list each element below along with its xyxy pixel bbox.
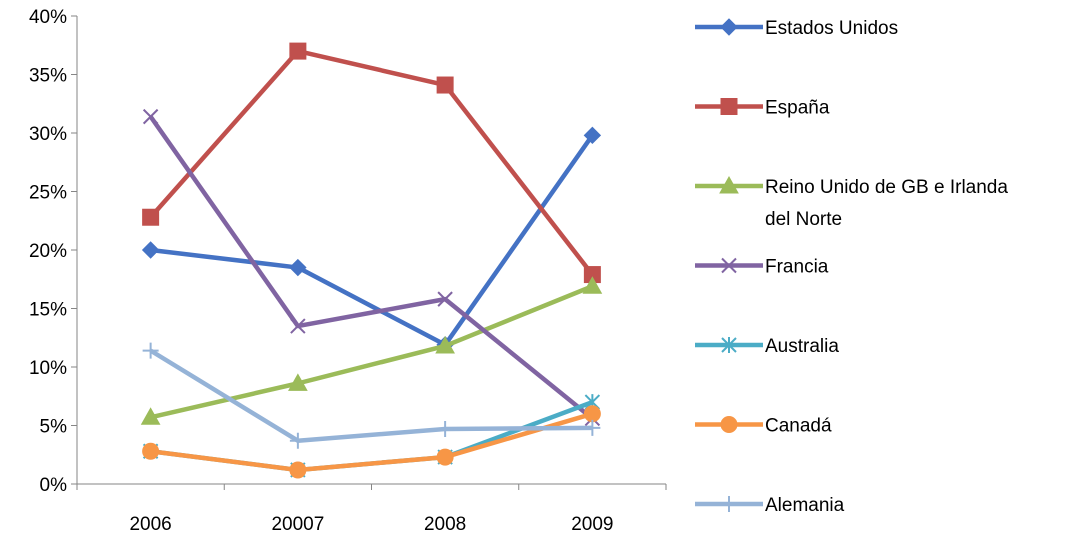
legend-item-reino-unido-de-gb-e-irlanda-del-norte: Reino Unido de GB e Irlanda del Norte <box>695 175 1008 230</box>
data-point <box>289 42 307 60</box>
y-tick-label: 0% <box>40 475 68 496</box>
legend-item-canada: Canadá <box>695 416 832 437</box>
y-tick-label: 20% <box>29 241 67 262</box>
axes: 0% 5% 10% 15% 20% 25% 30% 35% 40% 2006 20007 2008 20… <box>29 7 667 535</box>
legend-marker <box>720 18 738 36</box>
legend-label: Estados Unidos <box>765 18 898 39</box>
data-point <box>142 342 159 359</box>
legend: Estados Unidos España Reino Unido de GB e … <box>695 18 1008 516</box>
series-line <box>150 134 595 348</box>
series-reino-unido-de-gb-e-irlanda-del-norte <box>140 276 603 425</box>
data-point <box>584 419 601 436</box>
series-line <box>150 284 594 420</box>
legend-label: Francia <box>765 257 829 278</box>
data-point <box>289 258 307 277</box>
series-estados-unidos <box>141 126 602 354</box>
data-point <box>582 276 603 294</box>
y-tick-label: 40% <box>29 7 67 28</box>
legend-label: España <box>765 98 830 119</box>
y-tick-label: 5% <box>40 417 68 438</box>
x-tick-label: 2009 <box>571 514 613 535</box>
legend-label: Australia <box>765 336 839 357</box>
data-point <box>289 432 306 449</box>
y-tick-label: 35% <box>29 66 67 87</box>
series-line <box>150 411 594 473</box>
legend-label: Alemania <box>765 495 845 516</box>
data-point <box>437 291 453 307</box>
legend-item-francia: Francia <box>695 257 829 278</box>
y-tick-label: 15% <box>29 300 67 321</box>
legend-marker <box>721 496 737 512</box>
legend-label-line: del Norte <box>765 209 842 230</box>
data-point <box>141 241 160 259</box>
x-tick-label: 2008 <box>424 514 466 535</box>
legend-label-line: Reino Unido de GB e Irlanda <box>765 177 1008 198</box>
data-point <box>436 448 454 466</box>
legend-label: Reino Unido de GB e Irlanda del Norte <box>765 177 1008 230</box>
data-point <box>583 405 601 423</box>
legend-marker <box>719 175 739 194</box>
data-point <box>140 407 161 425</box>
x-tick-label: 2006 <box>129 514 171 535</box>
series-francia <box>142 108 601 427</box>
data-point <box>288 373 308 391</box>
data-point <box>583 126 602 145</box>
legend-item-estados-unidos: Estados Unidos <box>695 18 898 39</box>
series-canada <box>142 405 601 479</box>
series-espana <box>142 42 601 284</box>
x-tick-label: 20007 <box>271 514 324 535</box>
data-point <box>142 442 160 460</box>
legend-label: Canadá <box>765 416 832 437</box>
data-point <box>142 108 159 125</box>
y-tick-label: 30% <box>29 124 67 145</box>
y-tick-label: 25% <box>29 183 67 204</box>
y-tick-label: 10% <box>29 358 67 379</box>
series-lines <box>140 42 603 479</box>
series-alemania <box>142 342 601 449</box>
legend-marker <box>721 257 737 274</box>
data-point <box>436 76 454 94</box>
data-point <box>437 421 454 438</box>
legend-marker <box>720 98 738 115</box>
series-line <box>148 48 595 276</box>
legend-marker <box>720 416 738 433</box>
data-point <box>290 318 306 334</box>
legend-marker <box>721 337 737 353</box>
data-point <box>435 335 455 354</box>
legend-item-alemania: Alemania <box>695 495 845 516</box>
series-line <box>148 115 594 421</box>
legend-item-espana: España <box>695 98 830 119</box>
data-point <box>289 461 307 479</box>
legend-item-australia: Australia <box>695 336 839 357</box>
data-point <box>142 208 160 226</box>
series-line <box>149 348 593 443</box>
